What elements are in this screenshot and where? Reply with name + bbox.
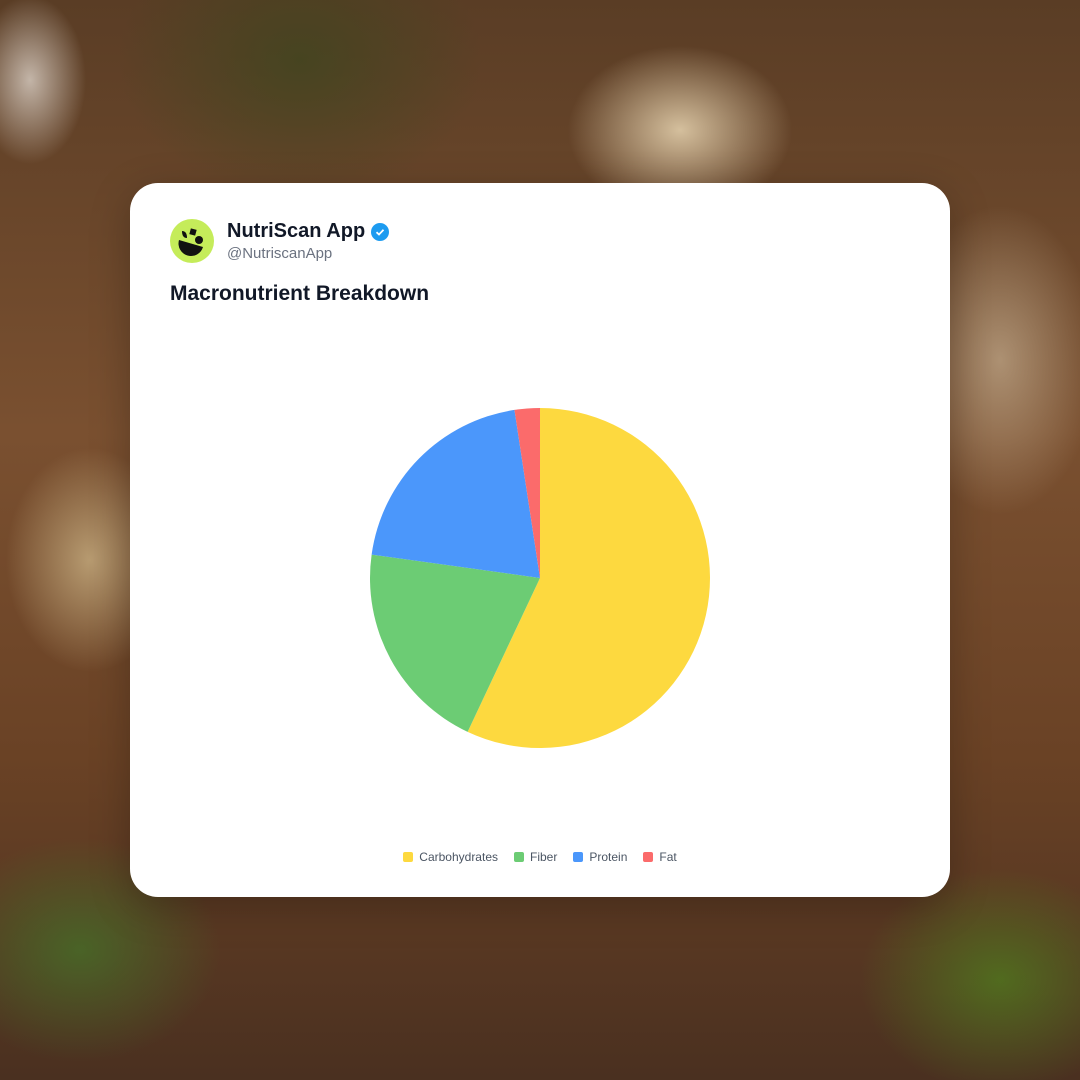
account-name: NutriScan App bbox=[227, 220, 390, 243]
legend-swatch bbox=[643, 852, 654, 862]
pie-chart bbox=[370, 408, 710, 748]
legend-label: Carbohydrates bbox=[419, 850, 498, 864]
account-name-text: NutriScan App bbox=[227, 220, 366, 242]
verified-badge-icon bbox=[371, 222, 390, 241]
leaf-bowl-logo-icon bbox=[178, 228, 203, 256]
chart-title: Macronutrient Breakdown bbox=[170, 282, 430, 305]
pie-slice-fat[interactable] bbox=[514, 408, 540, 578]
avatar[interactable] bbox=[170, 219, 214, 263]
legend-swatch bbox=[403, 852, 414, 862]
pie-slice-carbohydrates[interactable] bbox=[467, 408, 710, 748]
legend-item-fiber[interactable]: Fiber bbox=[514, 850, 557, 864]
legend-label: Protein bbox=[589, 850, 628, 864]
pie-slice-fiber[interactable] bbox=[370, 554, 540, 732]
legend-label: Fiber bbox=[530, 850, 558, 864]
chart-legend: Carbohydrates Fiber Protein Fat bbox=[130, 850, 950, 864]
legend-swatch bbox=[573, 852, 584, 862]
legend-item-protein[interactable]: Protein bbox=[573, 850, 627, 864]
legend-item-carbohydrates[interactable]: Carbohydrates bbox=[403, 850, 498, 864]
account-handle: @NutriscanApp bbox=[227, 245, 333, 262]
legend-item-fat[interactable]: Fat bbox=[643, 850, 677, 864]
post-card: NutriScan App @NutriscanApp Macronutrien… bbox=[130, 183, 950, 897]
legend-swatch bbox=[514, 852, 524, 862]
pie-slice-protein[interactable] bbox=[371, 409, 540, 578]
legend-label: Fat bbox=[659, 850, 677, 864]
